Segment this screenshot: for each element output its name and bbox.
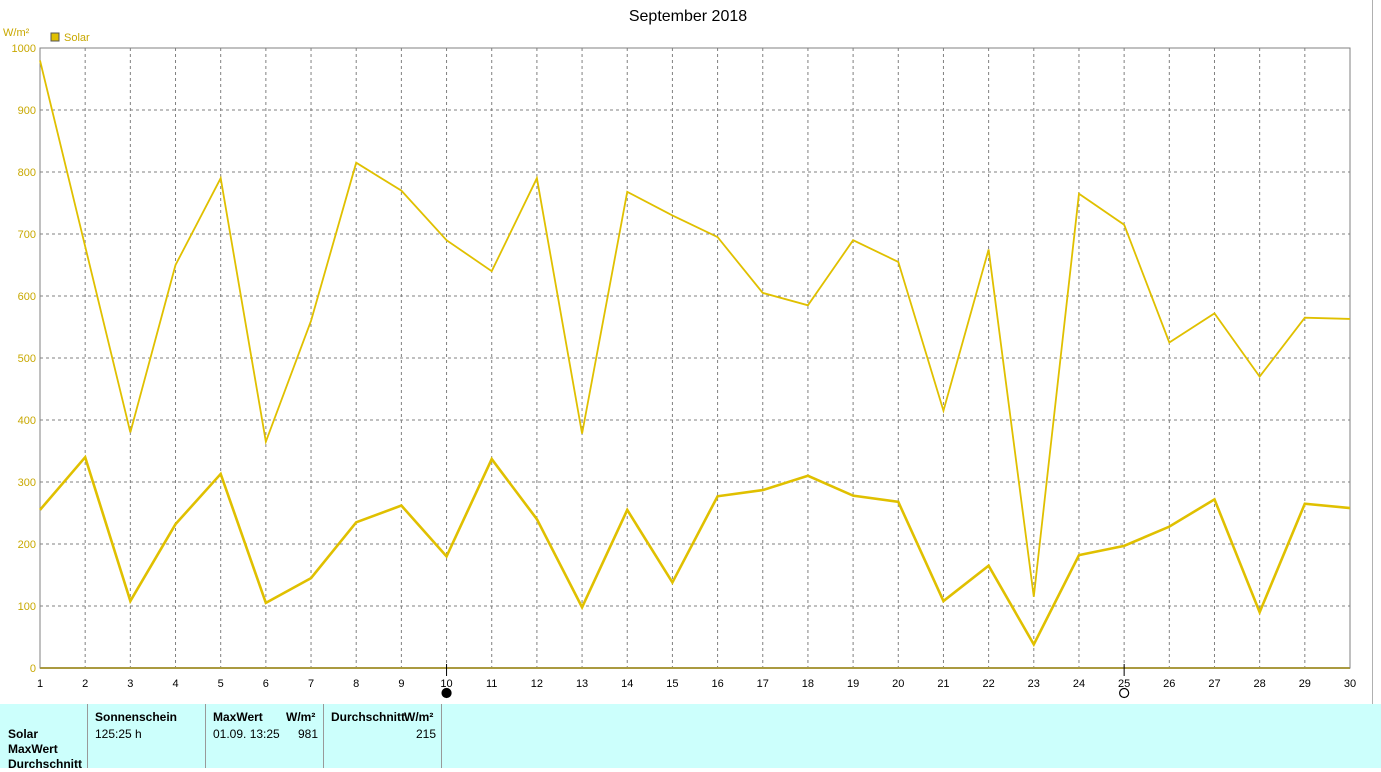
row-label-max: MaxWert xyxy=(8,742,58,756)
row-label-avg: Durchschnitt xyxy=(8,757,83,771)
y-tick-label: 800 xyxy=(18,167,36,179)
x-tick-label: 21 xyxy=(937,678,949,690)
y-tick-label: 0 xyxy=(30,663,36,675)
series-group xyxy=(39,60,1351,648)
max-header: MaxWert xyxy=(213,710,263,724)
stats-row-labels: Solar MaxWert Durchschnitt xyxy=(8,727,82,772)
series-line-max xyxy=(39,60,1351,597)
x-tick-label: 3 xyxy=(127,678,133,690)
col-avg: Durchschnitt W/m² 215 xyxy=(323,704,436,768)
grid xyxy=(40,48,1350,669)
x-tick-label: 24 xyxy=(1073,678,1085,690)
x-tick-label: 26 xyxy=(1163,678,1175,690)
avg-header: Durchschnitt xyxy=(331,710,406,724)
window-edge xyxy=(1372,0,1373,704)
full-moon-icon xyxy=(1119,687,1130,699)
y-tick-label: 400 xyxy=(18,415,36,427)
moon-markers xyxy=(441,664,1130,699)
x-tick-label: 28 xyxy=(1254,678,1266,690)
sunshine-value: 125:25 h xyxy=(95,727,142,741)
chart-title: September 2018 xyxy=(629,8,747,25)
x-tick-label: 1 xyxy=(37,678,43,690)
max-unit: W/m² xyxy=(286,710,316,724)
col-end xyxy=(441,704,442,768)
x-tick-label: 11 xyxy=(486,678,497,690)
avg-unit: W/m² xyxy=(404,710,434,724)
y-tick-label: 500 xyxy=(18,353,36,365)
x-tick-label: 16 xyxy=(711,678,723,690)
y-tick-label: 100 xyxy=(18,601,36,613)
y-tick-label: 600 xyxy=(18,291,36,303)
solar-chart: September 2018 W/m² Solar 0 100 200 300 400 5… xyxy=(3,8,1356,699)
y-tick-label: 1000 xyxy=(12,43,36,55)
y-tick-label: 900 xyxy=(18,105,36,117)
y-tick-label: 200 xyxy=(18,539,36,551)
sunshine-header: Sonnenschein xyxy=(95,710,178,724)
x-tick-label: 27 xyxy=(1208,678,1220,690)
x-tick-label: 20 xyxy=(892,678,904,690)
x-tick-label: 4 xyxy=(172,678,178,690)
x-tick-label: 19 xyxy=(847,678,859,690)
x-tick-label: 29 xyxy=(1299,678,1311,690)
new-moon-icon xyxy=(441,687,452,699)
x-tick-label: 2 xyxy=(82,678,88,690)
row-label-solar: Solar xyxy=(8,727,39,741)
max-value: 981 xyxy=(298,727,319,741)
x-tick-label: 25 xyxy=(1118,678,1130,690)
x-axis: 1 2 3 4 5 6 7 8 9 10 11 12 13 14 15 16 17 18 19 20 21 22 23 24 2… xyxy=(37,678,1356,690)
x-tick-label: 8 xyxy=(353,678,359,690)
x-tick-label: 22 xyxy=(982,678,994,690)
x-tick-label: 7 xyxy=(308,678,314,690)
x-tick-label: 15 xyxy=(666,678,678,690)
x-tick-label: 10 xyxy=(440,678,452,690)
x-tick-label: 9 xyxy=(398,678,404,690)
max-time: 01.09. 13:25 xyxy=(213,727,280,741)
x-tick-label: 6 xyxy=(263,678,269,690)
y-axis: 0 100 200 300 400 500 600 700 800 900 1000 xyxy=(12,43,36,675)
x-tick-label: 17 xyxy=(757,678,769,690)
legend-label: Solar xyxy=(64,32,90,44)
stats-panel: Solar MaxWert Durchschnitt Sonnenschein … xyxy=(0,704,1381,771)
x-tick-label: 14 xyxy=(621,678,633,690)
col-max: MaxWert W/m² 01.09. 13:25 981 xyxy=(205,704,318,768)
col-sunshine: Sonnenschein 125:25 h xyxy=(87,704,177,768)
plot-frame xyxy=(39,47,1351,669)
series-line-avg xyxy=(39,454,1351,648)
x-tick-label: 18 xyxy=(802,678,814,690)
y-tick-label: 700 xyxy=(18,229,36,241)
avg-value: 215 xyxy=(416,727,437,741)
legend-swatch xyxy=(50,32,60,42)
x-tick-label: 13 xyxy=(576,678,588,690)
x-tick-label: 5 xyxy=(218,678,224,690)
y-axis-unit: W/m² xyxy=(3,27,30,39)
x-tick-label: 12 xyxy=(531,678,543,690)
y-tick-label: 300 xyxy=(18,477,36,489)
x-tick-label: 30 xyxy=(1344,678,1356,690)
x-tick-label: 23 xyxy=(1028,678,1040,690)
